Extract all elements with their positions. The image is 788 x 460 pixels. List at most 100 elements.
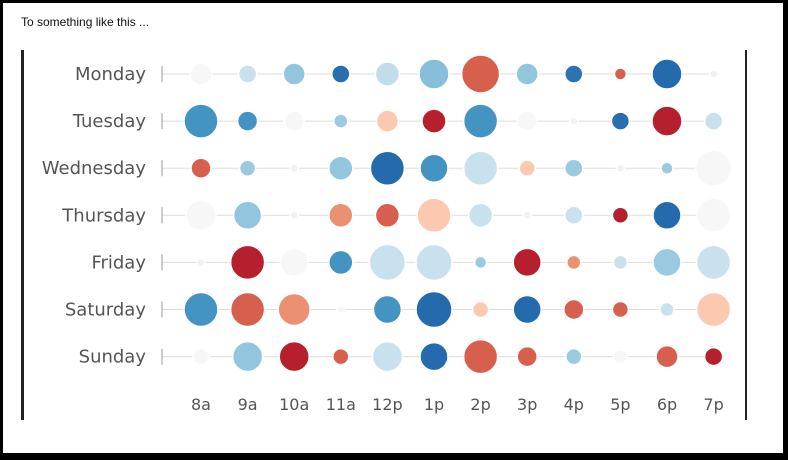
bubble-point xyxy=(375,109,400,133)
bubble-point xyxy=(651,105,683,137)
y-tick-label: Monday xyxy=(75,64,146,85)
bubble-point xyxy=(565,347,583,366)
bubble-point xyxy=(282,62,306,86)
bubble-point xyxy=(289,163,299,173)
bubble-point xyxy=(612,254,629,271)
bubble-point xyxy=(371,340,404,373)
bubble-point xyxy=(695,244,732,281)
bubble-point xyxy=(372,294,403,325)
bubble-point xyxy=(473,255,488,270)
bubble-point xyxy=(369,150,406,186)
y-tick-label: Friday xyxy=(91,252,146,273)
bubble-point xyxy=(695,197,732,234)
y-tick-label: Sunday xyxy=(79,347,147,368)
bubble-point xyxy=(613,67,628,81)
bubble-point xyxy=(652,200,682,231)
bubble-point xyxy=(518,159,536,177)
bubble-point xyxy=(374,61,401,87)
x-tick-label: 10a xyxy=(279,395,309,414)
bubble-point xyxy=(462,103,499,139)
bubble-point xyxy=(278,340,310,373)
bubble-point xyxy=(183,291,219,328)
bubble-point xyxy=(615,163,626,173)
caption-text: To something like this ... xyxy=(21,15,150,29)
bubble-point xyxy=(694,149,733,187)
bubble-point xyxy=(655,344,679,369)
bubble-point xyxy=(522,210,532,221)
bubble-point xyxy=(189,62,213,86)
bubble-point xyxy=(415,243,453,282)
bubble-point xyxy=(516,110,538,132)
bubble-point xyxy=(515,62,539,86)
left-divider xyxy=(21,50,24,420)
bubble-point xyxy=(695,291,732,328)
bubble-point xyxy=(331,64,351,84)
bubble-point xyxy=(238,159,257,177)
y-tick-label: Thursday xyxy=(61,205,146,226)
right-divider xyxy=(745,50,747,420)
bubble-point xyxy=(471,300,490,319)
bubble-point xyxy=(564,205,584,226)
bubble-point xyxy=(612,348,629,365)
bubble-point xyxy=(196,257,206,268)
bubble-point xyxy=(462,150,499,186)
y-tick-label: Tuesday xyxy=(72,111,147,132)
bubble-point xyxy=(421,108,447,134)
bubble-point xyxy=(419,341,449,372)
x-tick-label: 3p xyxy=(517,395,537,414)
bubble-point xyxy=(516,345,538,368)
bubble-point xyxy=(564,158,584,178)
bubble-point xyxy=(279,247,309,278)
bubble-point xyxy=(563,298,585,321)
x-tick-label: 5p xyxy=(610,395,630,414)
bubble-point xyxy=(229,244,266,281)
bubble-point xyxy=(374,202,401,229)
bubble-point xyxy=(336,304,346,315)
bubble-point xyxy=(703,346,724,367)
x-tick-label: 4p xyxy=(564,395,584,414)
bubble-point xyxy=(564,64,584,84)
x-tick-label: 1p xyxy=(424,395,444,414)
x-tick-label: 11a xyxy=(326,395,356,414)
bubble-point xyxy=(566,254,582,271)
bubble-point xyxy=(183,103,219,139)
bubble-point xyxy=(708,69,719,79)
bubble-point xyxy=(611,206,630,225)
bubble-point xyxy=(229,291,266,328)
x-tick-label: 6p xyxy=(657,395,677,414)
bubble-point xyxy=(416,197,452,234)
bubble-point xyxy=(232,200,263,231)
bubble-point xyxy=(236,110,259,132)
bubble-point xyxy=(283,110,305,132)
x-tick-label: 7p xyxy=(703,395,723,414)
bubble-point xyxy=(418,58,450,90)
y-tick-label: Saturday xyxy=(65,300,146,321)
bubble-point xyxy=(512,247,542,278)
bubble-point xyxy=(289,210,299,221)
bubble-point xyxy=(659,301,675,318)
bubble-point xyxy=(190,157,212,179)
x-tick-label: 2p xyxy=(470,395,490,414)
bubble-point xyxy=(460,54,501,94)
bubble-point xyxy=(610,111,631,131)
bubble-point xyxy=(237,64,258,84)
bubble-point xyxy=(277,292,311,327)
bubble-point xyxy=(569,116,579,126)
bubble-point xyxy=(192,347,210,366)
bubble-point xyxy=(651,58,683,90)
bubble-point xyxy=(512,294,542,325)
bubble-point xyxy=(332,347,350,366)
bubble-point xyxy=(703,111,724,131)
bubble-point xyxy=(185,199,217,232)
x-tick-label: 9a xyxy=(238,395,258,414)
x-tick-label: 8a xyxy=(191,395,211,414)
bubble-point xyxy=(660,161,674,175)
bubble-point xyxy=(333,113,349,129)
bubble-point xyxy=(415,290,453,329)
y-tick-label: Wednesday xyxy=(42,158,147,179)
bubble-point xyxy=(328,202,354,229)
bubble-point xyxy=(231,340,264,373)
bubble-point xyxy=(652,247,682,278)
bubble-point xyxy=(467,202,494,229)
